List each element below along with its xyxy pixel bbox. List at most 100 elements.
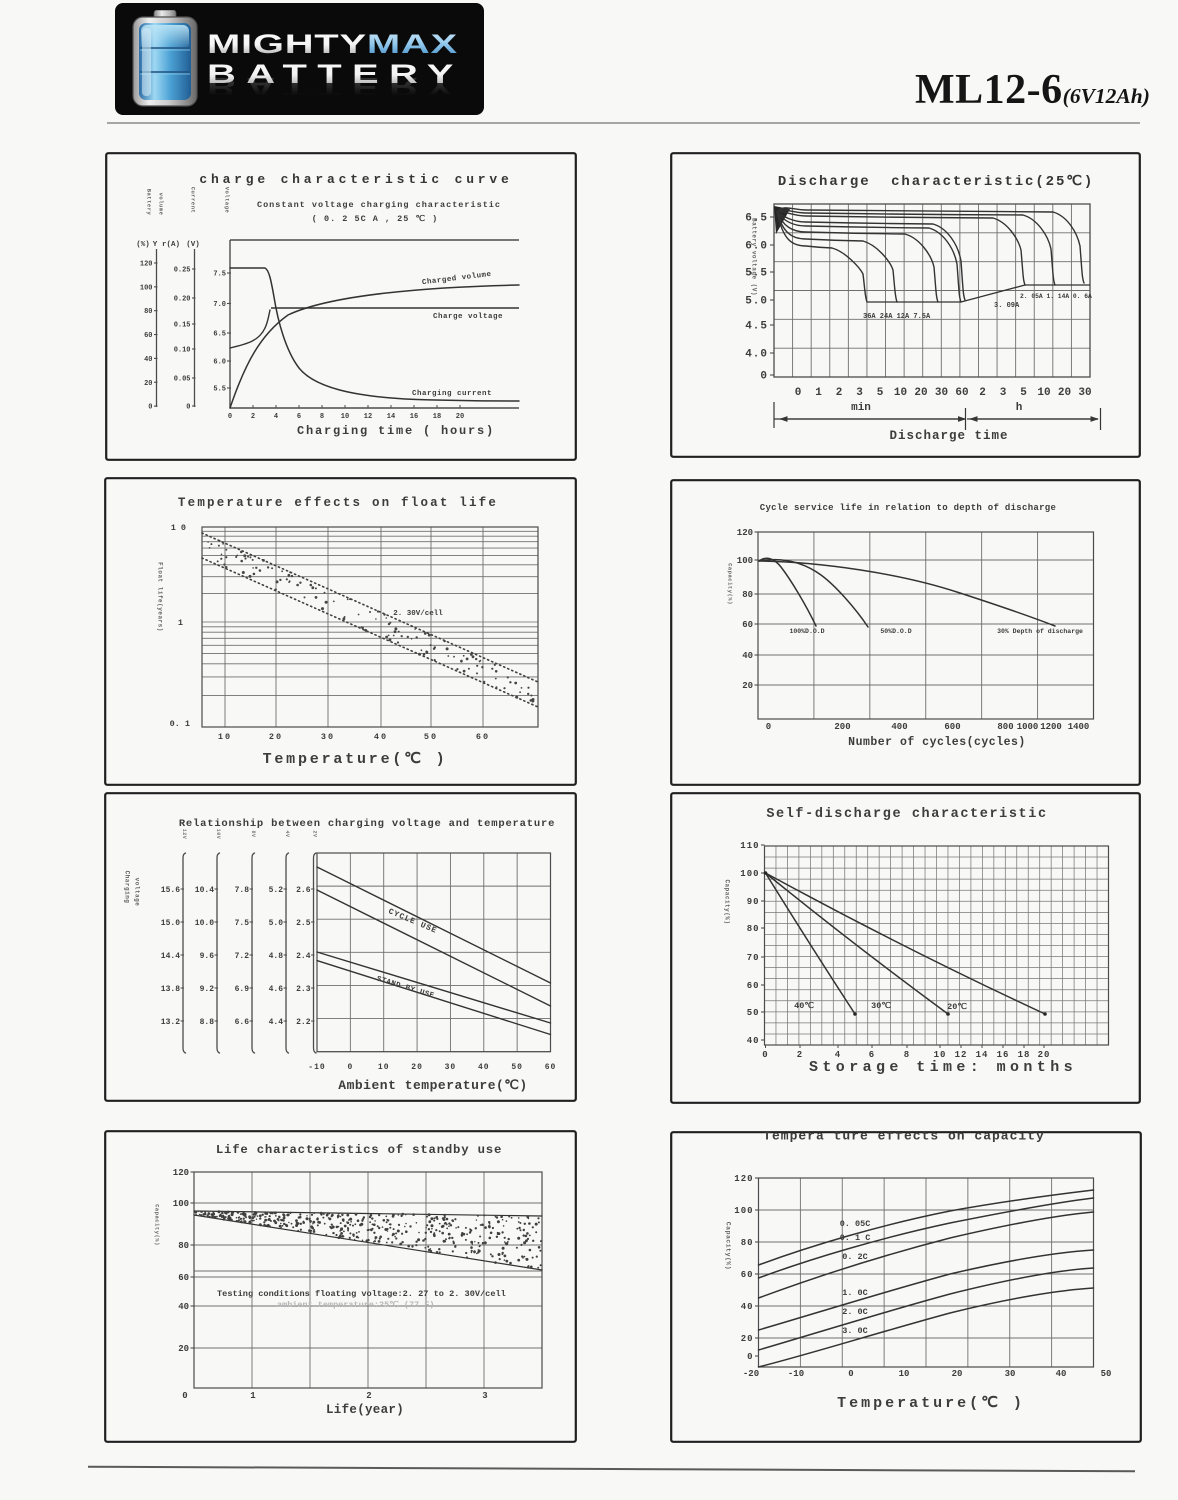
svg-text:2: 2 (796, 1050, 802, 1060)
svg-text:volume: volume (157, 193, 164, 216)
svg-text:40: 40 (742, 651, 753, 661)
svg-text:(V): (V) (186, 241, 200, 249)
svg-text:0: 0 (762, 1050, 768, 1060)
svg-text:20: 20 (269, 732, 283, 742)
svg-text:1000: 1000 (1016, 722, 1038, 732)
svg-text:10.0: 10.0 (195, 919, 214, 928)
svg-text:60: 60 (742, 620, 753, 630)
svg-text:5: 5 (1020, 387, 1027, 399)
svg-text:2: 2 (979, 387, 986, 399)
svg-text:10: 10 (893, 387, 906, 399)
svg-text:Discharge characteristic(25℃): Discharge characteristic(25℃) (777, 174, 1093, 190)
svg-text:9.6: 9.6 (200, 952, 215, 961)
svg-text:50: 50 (1100, 1369, 1111, 1379)
svg-text:10: 10 (340, 413, 348, 421)
svg-text:3: 3 (482, 1391, 487, 1401)
svg-text:30℃: 30℃ (871, 1000, 891, 1011)
svg-text:0: 0 (148, 404, 152, 412)
svg-text:Capacity(%): Capacity(%) (724, 1222, 731, 1270)
svg-text:7.5: 7.5 (235, 919, 250, 928)
svg-text:10: 10 (898, 1369, 909, 1379)
svg-text:60: 60 (955, 387, 968, 399)
svg-text:20: 20 (178, 1344, 189, 1354)
svg-text:70: 70 (746, 953, 759, 963)
svg-text:600: 600 (944, 722, 960, 732)
svg-text:6.5: 6.5 (213, 331, 226, 339)
svg-text:Testing conditions floating vo: Testing conditions floating voltage:2. 2… (217, 1289, 506, 1299)
svg-text:30: 30 (321, 732, 335, 742)
svg-text:60: 60 (740, 1270, 753, 1280)
svg-text:12: 12 (363, 413, 371, 421)
svg-text:10: 10 (933, 1050, 946, 1060)
svg-text:-10: -10 (308, 1063, 325, 1072)
svg-text:5.2: 5.2 (269, 886, 284, 895)
svg-text:2. 0C: 2. 0C (842, 1307, 868, 1317)
svg-text:120: 120 (736, 528, 752, 538)
svg-text:9.2: 9.2 (200, 985, 215, 994)
svg-text:13.8: 13.8 (161, 985, 180, 994)
svg-text:Number of cycles(cycles): Number of cycles(cycles) (848, 736, 1026, 749)
svg-text:Current: Current (189, 187, 196, 214)
svg-text:1 0: 1 0 (171, 523, 186, 533)
svg-text:Temperature effects on float l: Temperature effects on float life (178, 496, 498, 510)
svg-text:80: 80 (740, 1238, 753, 1248)
svg-text:20: 20 (411, 1063, 423, 1072)
svg-text:2. 30V/cell: 2. 30V/cell (393, 610, 443, 618)
svg-text:13.2: 13.2 (161, 1018, 180, 1027)
svg-text:100: 100 (139, 284, 152, 292)
svg-text:20: 20 (740, 1334, 753, 1344)
svg-text:10: 10 (1037, 387, 1050, 399)
svg-text:6.9: 6.9 (235, 985, 250, 994)
svg-text:4: 4 (834, 1050, 840, 1060)
svg-text:60: 60 (476, 732, 490, 742)
svg-text:1: 1 (178, 618, 183, 628)
svg-text:5: 5 (876, 387, 883, 399)
svg-text:12: 12 (954, 1050, 967, 1060)
svg-text:4.8: 4.8 (269, 952, 284, 961)
svg-text:400: 400 (891, 722, 907, 732)
svg-text:60: 60 (178, 1273, 189, 1283)
svg-text:7.5: 7.5 (213, 271, 226, 279)
svg-text:Life(year): Life(year) (326, 1403, 404, 1417)
svg-text:50%D.O.D: 50%D.O.D (880, 628, 911, 635)
svg-text:100: 100 (734, 1206, 753, 1216)
svg-text:100: 100 (173, 1199, 189, 1209)
svg-text:20℃: 20℃ (947, 1001, 967, 1012)
svg-text:10V: 10V (215, 829, 221, 840)
svg-text:7.2: 7.2 (235, 952, 250, 961)
svg-text:( 0. 2 5C A , 25 ℃ ): ( 0. 2 5C A , 25 ℃ ) (311, 213, 437, 224)
svg-text:6: 6 (868, 1050, 874, 1060)
svg-text:8: 8 (319, 413, 323, 421)
svg-text:CYCLE USE: CYCLE USE (387, 907, 439, 936)
svg-text:50: 50 (424, 732, 438, 742)
svg-text:Cycle service life in relation: Cycle service life in relation to depth … (759, 503, 1055, 513)
svg-text:Float life(years): Float life(years) (157, 562, 164, 632)
svg-text:14: 14 (975, 1050, 988, 1060)
svg-text:120: 120 (734, 1174, 753, 1184)
svg-text:16: 16 (409, 413, 417, 421)
svg-text:3. 0C: 3. 0C (842, 1326, 868, 1336)
svg-text:4.4: 4.4 (269, 1018, 284, 1027)
svg-text:12V: 12V (181, 829, 187, 840)
svg-text:2.5: 2.5 (296, 919, 311, 928)
svg-text:0. 1 C: 0. 1 C (839, 1233, 870, 1243)
svg-text:Battery: Battery (145, 189, 152, 216)
svg-text:Voltage: Voltage (223, 187, 230, 214)
svg-text:0.10: 0.10 (173, 347, 190, 355)
svg-text:800: 800 (997, 722, 1013, 732)
svg-text:0.20: 0.20 (173, 296, 190, 304)
svg-text:1: 1 (250, 1391, 256, 1401)
svg-text:18: 18 (432, 413, 440, 421)
svg-text:40: 40 (740, 1302, 753, 1312)
svg-text:40℃: 40℃ (794, 1000, 814, 1011)
svg-text:0: 0 (182, 1391, 187, 1401)
svg-text:20: 20 (914, 387, 927, 399)
svg-text:4: 4 (273, 413, 277, 421)
svg-text:60: 60 (746, 981, 759, 991)
svg-text:0: 0 (747, 1352, 753, 1362)
svg-text:14: 14 (386, 413, 394, 421)
svg-text:-10: -10 (787, 1369, 803, 1379)
svg-text:ambient temperature:25℃ (77 F): ambient temperature:25℃ (77 F) (277, 1299, 434, 1310)
svg-text:30: 30 (1004, 1369, 1015, 1379)
svg-text:30: 30 (445, 1063, 457, 1072)
